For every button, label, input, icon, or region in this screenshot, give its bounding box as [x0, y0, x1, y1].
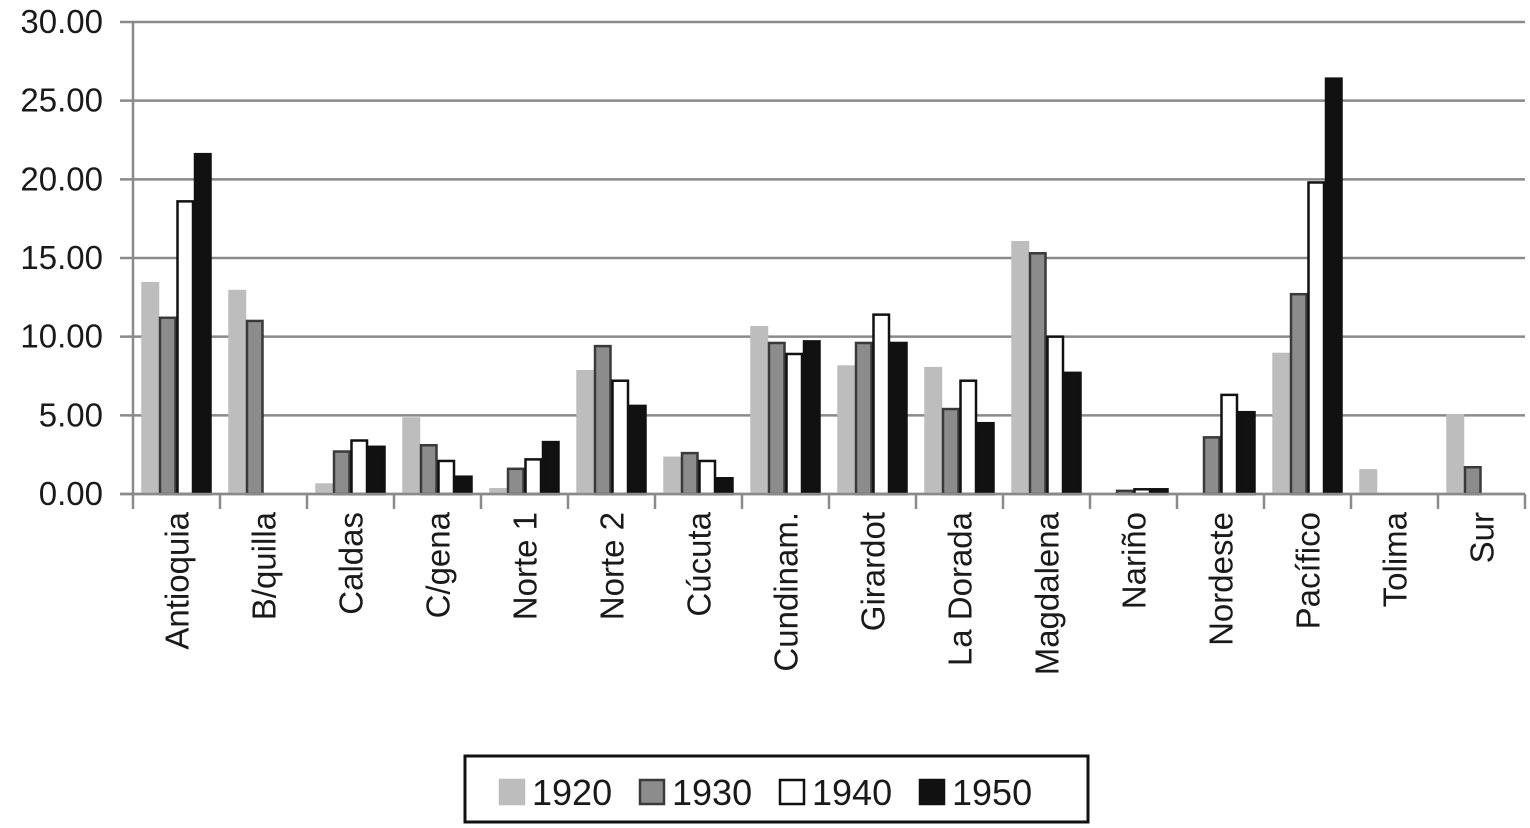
- x-category-label: Norte 2: [594, 512, 631, 620]
- bar-1930: [941, 407, 960, 496]
- bar-1920: [228, 289, 247, 496]
- legend-swatch-1920: [498, 778, 526, 806]
- bar-1950: [193, 152, 212, 496]
- y-tick-label: 20.00: [20, 160, 103, 197]
- x-category-label: Nordeste: [1203, 512, 1240, 646]
- bar-1940: [1307, 181, 1326, 496]
- legend-label-1930: 1930: [672, 772, 752, 813]
- bar-1920: [1272, 352, 1291, 496]
- bar-1920: [924, 366, 943, 496]
- x-category-label: La Dorada: [942, 511, 979, 666]
- bar-1920: [402, 417, 421, 496]
- bar-1930: [245, 319, 264, 496]
- legend-swatch-1930: [638, 778, 666, 806]
- bar-1920: [1011, 241, 1030, 496]
- x-category-label: C/gena: [420, 511, 457, 618]
- legend-label-1940: 1940: [812, 772, 892, 813]
- bar-1950: [976, 421, 995, 496]
- bar-1930: [767, 341, 786, 496]
- bar-1940: [785, 352, 804, 496]
- bar-1940: [176, 200, 195, 496]
- bar-1930: [419, 443, 438, 496]
- legend-box: [463, 754, 1090, 824]
- bar-1950: [802, 340, 821, 496]
- bar-1950: [367, 445, 386, 496]
- x-category-label: Tolima: [1377, 511, 1414, 607]
- gridlines: [120, 20, 1525, 496]
- bar-1940: [1046, 335, 1065, 496]
- bar-1950: [1063, 371, 1082, 496]
- legend-swatch-1950: [918, 778, 946, 806]
- x-category-label: Sur: [1464, 512, 1501, 563]
- bar-1940: [959, 379, 978, 496]
- legend: 1920 1930 1940 1950: [463, 754, 1090, 824]
- y-tick-label: 30.00: [20, 3, 103, 40]
- bar-1930: [1202, 436, 1221, 496]
- bar-1950: [454, 475, 473, 496]
- legend-label-1950: 1950: [952, 772, 1032, 813]
- y-tick-label: 25.00: [20, 82, 103, 119]
- bar-1930: [1289, 292, 1308, 496]
- x-category-label: Nariño: [1116, 512, 1153, 609]
- bar-1940: [698, 459, 717, 496]
- bar-1950: [541, 440, 560, 496]
- bar-1940: [872, 313, 891, 496]
- bar-1940: [350, 439, 369, 496]
- legend-label-1920: 1920: [532, 772, 612, 813]
- bar-1920: [141, 281, 160, 496]
- bar-1940: [1220, 393, 1239, 496]
- bar-1950: [1324, 77, 1343, 496]
- x-category-label: Cundinam.: [768, 512, 805, 672]
- bars: [141, 77, 1482, 496]
- bar-1930: [332, 450, 351, 496]
- x-category-label: Caldas: [333, 512, 370, 615]
- x-category-label: Girardot: [855, 512, 892, 631]
- bar-1920: [663, 456, 682, 496]
- bar-1920: [837, 365, 856, 496]
- y-tick-label: 5.00: [39, 396, 103, 433]
- bar-1920: [1446, 414, 1465, 496]
- bar-1920: [576, 370, 595, 496]
- bar-1930: [158, 316, 177, 496]
- bar-1920: [750, 325, 769, 496]
- bar-1930: [506, 467, 525, 496]
- x-category-label: Norte 1: [507, 512, 544, 620]
- bar-1920: [315, 483, 334, 496]
- x-category-label: Antioquia: [159, 511, 196, 649]
- bar-1920: [1359, 469, 1378, 496]
- y-tick-label: 10.00: [20, 318, 103, 355]
- bar-1930: [1028, 252, 1047, 496]
- y-tick-label: 15.00: [20, 239, 103, 276]
- y-tick-label: 0.00: [39, 475, 103, 512]
- bar-1950: [1237, 410, 1256, 496]
- bar-1950: [628, 404, 647, 496]
- x-category-label: Cúcuta: [681, 511, 718, 616]
- legend-swatch-1940: [778, 778, 806, 806]
- x-category-label: Pacífico: [1290, 512, 1327, 629]
- x-category-label: B/quilla: [246, 511, 283, 620]
- bar-1930: [593, 344, 612, 496]
- bar-1940: [524, 458, 543, 496]
- x-category-label: Magdalena: [1029, 511, 1066, 675]
- bar-1930: [680, 451, 699, 496]
- bar-1950: [715, 477, 734, 496]
- axes: 0.00 5.00 10.00 15.00 20.00 25.00 30.00 Antioqu…: [20, 3, 1527, 675]
- bar-1930: [1463, 466, 1482, 496]
- bar-1940: [611, 379, 630, 496]
- bar-1940: [437, 459, 456, 496]
- bar-1950: [889, 341, 908, 496]
- bar-1930: [854, 341, 873, 496]
